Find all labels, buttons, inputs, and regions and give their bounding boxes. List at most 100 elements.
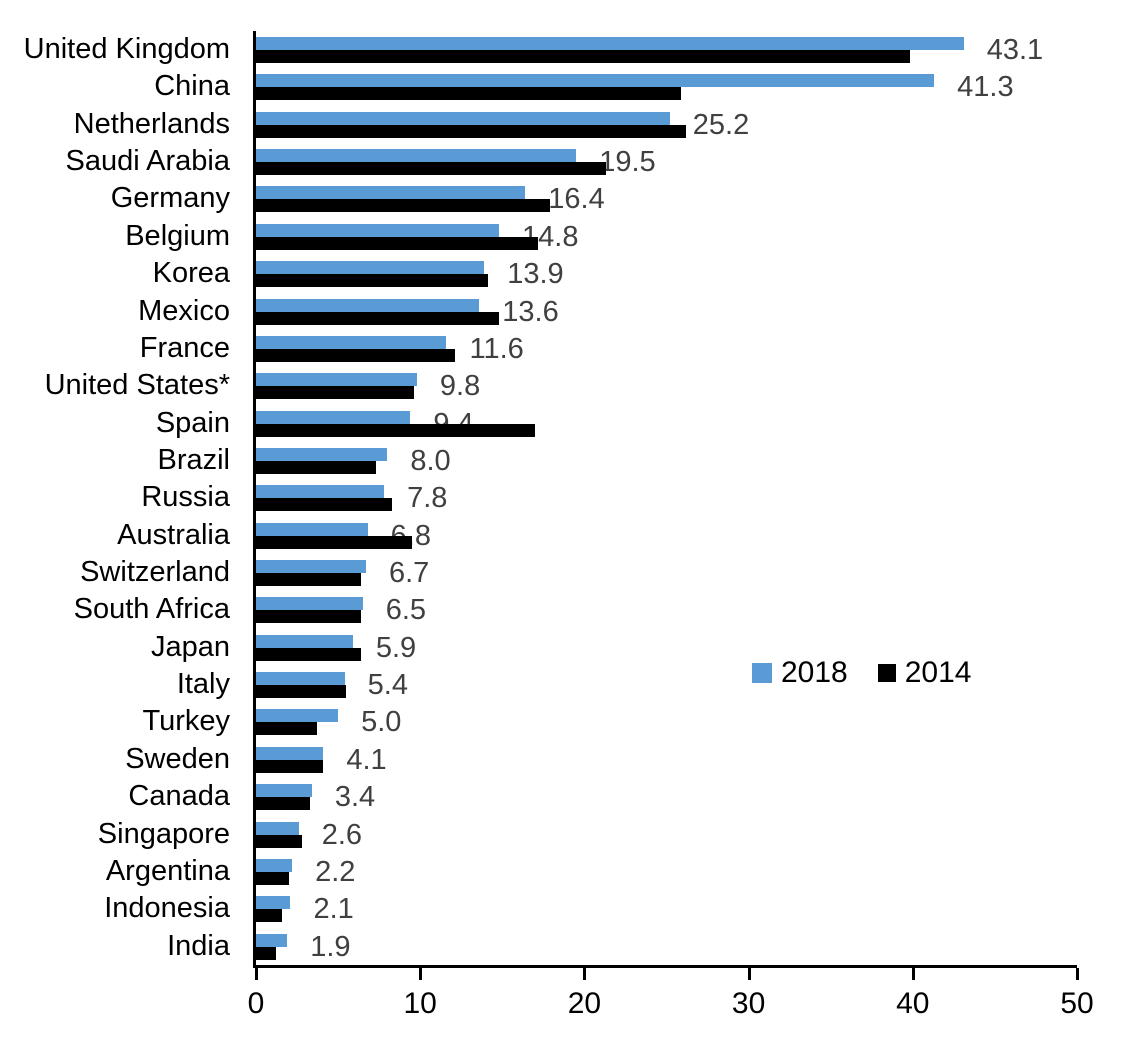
value-label: 6.7 <box>389 557 430 590</box>
legend-label-2014: 2014 <box>904 656 972 689</box>
value-label: 8.0 <box>410 444 451 477</box>
category-label: China <box>154 70 230 103</box>
value-label: 43.1 <box>986 34 1044 66</box>
value-label: 5.4 <box>367 669 408 702</box>
x-axis-tick-label: 50 <box>1060 987 1094 1020</box>
bar-2014 <box>256 685 347 699</box>
value-label: 19.5 <box>599 146 656 179</box>
value-label: 2.1 <box>313 893 354 926</box>
x-axis-tick <box>583 968 587 980</box>
bar-2018 <box>256 447 388 461</box>
bar-2018 <box>256 111 670 125</box>
value-label: 13.9 <box>507 258 564 291</box>
category-label: Korea <box>152 257 230 290</box>
x-axis-tick-label: 40 <box>896 987 930 1020</box>
category-label: Switzerland <box>80 556 230 589</box>
bar-2014 <box>256 50 910 63</box>
category-label: Netherlands <box>73 107 230 140</box>
bar-2018 <box>256 149 577 163</box>
bar-2018 <box>256 485 385 499</box>
category-label: India <box>167 929 230 962</box>
legend-item-2014: 2014 <box>877 656 972 690</box>
bar-2018 <box>256 298 480 312</box>
bar-2018 <box>256 522 368 536</box>
value-label: 25.2 <box>692 108 750 141</box>
value-label: 11.6 <box>469 332 524 365</box>
value-label: 2.2 <box>315 855 356 888</box>
value-label: 16.4 <box>548 183 605 216</box>
bar-2014 <box>256 87 682 101</box>
bar-2014 <box>256 759 324 773</box>
x-axis-tick-label: 0 <box>247 987 265 1020</box>
x-axis-tick <box>419 968 423 980</box>
value-label: 2.6 <box>321 818 363 851</box>
bar-2014 <box>256 535 412 549</box>
bar-2014 <box>256 573 362 587</box>
bar-2018 <box>256 933 288 947</box>
bar-2014 <box>256 199 550 213</box>
category-label: Brazil <box>157 443 230 476</box>
value-label: 41.3 <box>957 71 1014 104</box>
bar-2018 <box>256 223 500 237</box>
category-label: Argentina <box>105 854 230 887</box>
x-axis-tick <box>1076 968 1079 980</box>
bar-2018 <box>256 784 312 798</box>
bar-2014 <box>256 610 362 624</box>
bar-2018 <box>256 373 417 387</box>
bar-2018 <box>256 74 935 88</box>
x-axis-tick-label: 30 <box>731 987 766 1020</box>
bar-2014 <box>256 311 500 325</box>
legend: 2018 2014 <box>752 656 972 690</box>
bar-2014 <box>256 909 283 923</box>
legend-swatch-2018-icon <box>752 663 772 683</box>
category-label: Germany <box>110 182 230 215</box>
bar-2018 <box>256 560 366 574</box>
category-label: South Africa <box>73 593 230 626</box>
category-label: Spain <box>155 406 230 439</box>
bar-2014 <box>256 722 317 736</box>
category-label: Japan <box>150 630 230 663</box>
legend-swatch-2014-icon <box>877 664 896 682</box>
bar-2018 <box>256 672 345 686</box>
plot-area: 43.141.325.219.516.414.813.913.611.69.89… <box>248 31 1094 1020</box>
bar-2018 <box>256 597 363 611</box>
value-label: 6.5 <box>385 594 427 627</box>
bar-2018 <box>256 261 485 275</box>
category-label: France <box>139 331 230 364</box>
bar-2014 <box>256 162 606 176</box>
bar-2018 <box>256 746 324 760</box>
bar-2014 <box>256 236 539 250</box>
category-label: Canada <box>128 780 230 813</box>
value-label: 4.1 <box>346 743 387 776</box>
legend-label-2018: 2018 <box>781 656 848 689</box>
bar-2018 <box>256 410 411 424</box>
bar-2014 <box>256 498 393 512</box>
category-label: Singapore <box>97 817 230 850</box>
x-axis-tick-label: 10 <box>403 987 437 1020</box>
bar-2014 <box>256 797 311 811</box>
x-axis-tick-label: 20 <box>567 987 602 1020</box>
bar-2014 <box>256 348 455 362</box>
category-label: Belgium <box>125 219 230 252</box>
bar-2014 <box>256 460 376 474</box>
category-label: Russia <box>141 481 230 514</box>
category-label: Italy <box>176 668 230 701</box>
value-label: 5.9 <box>375 631 417 664</box>
category-label: Australia <box>117 518 230 551</box>
bar-2014 <box>256 871 289 885</box>
value-label: 1.9 <box>310 930 351 963</box>
x-axis-tick <box>911 968 915 980</box>
category-label: Saudi Arabia <box>65 145 230 178</box>
x-axis-tick <box>747 968 751 980</box>
bar-2018 <box>256 821 299 835</box>
bar-2018 <box>256 335 447 349</box>
bar-2014 <box>256 834 302 848</box>
bar-2014 <box>256 423 536 437</box>
bar-2014 <box>256 647 362 661</box>
category-label: Indonesia <box>104 892 230 925</box>
bar-2014 <box>256 386 414 400</box>
category-label: Mexico <box>138 294 230 327</box>
value-label: 9.8 <box>439 370 481 403</box>
bar-2018 <box>256 634 353 648</box>
